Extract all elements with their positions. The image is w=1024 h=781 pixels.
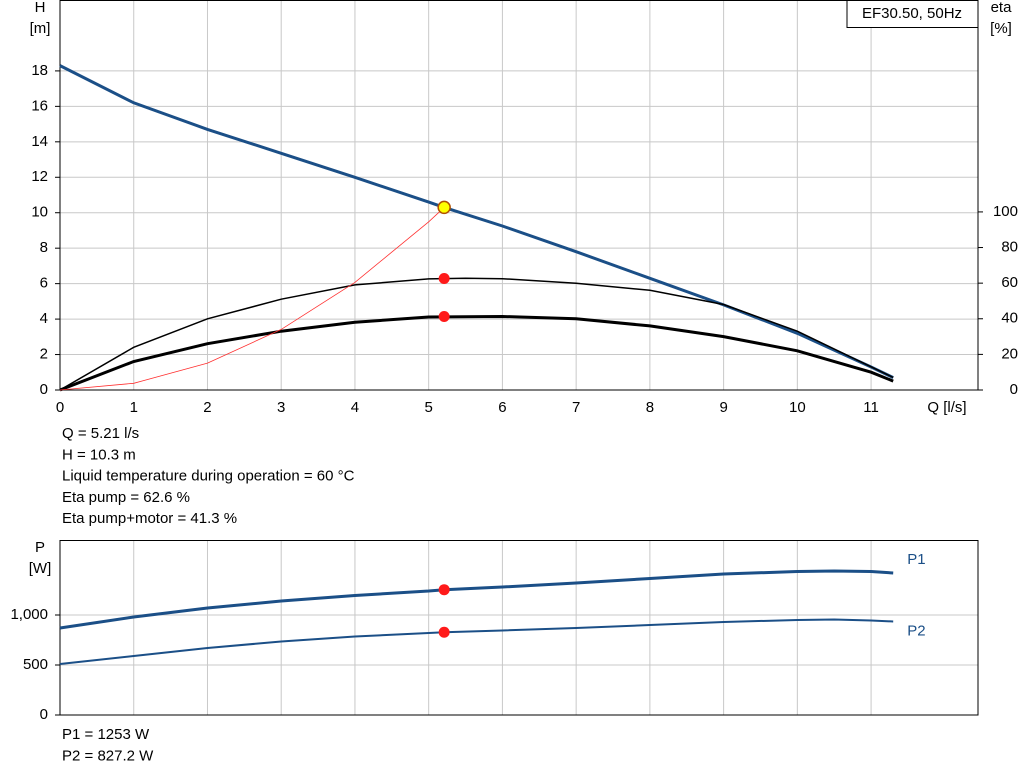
x-tick-label: 4 <box>351 399 359 416</box>
y-tick-label: 6 <box>40 275 48 292</box>
legend-box <box>846 0 979 28</box>
series-label: P1 <box>907 551 925 568</box>
y-axis-unit: [m] <box>30 20 51 37</box>
x-tick-label: 5 <box>425 399 433 416</box>
x-axis-label: Q [l/s] <box>927 399 966 416</box>
x-tick-label: 2 <box>203 399 211 416</box>
info-text: Eta pump+motor = 41.3 % <box>62 510 237 527</box>
info-text: Q = 5.21 l/s <box>62 425 139 442</box>
operating-point <box>438 310 450 322</box>
x-tick-label: 8 <box>646 399 654 416</box>
x-tick-label: 1 <box>130 399 138 416</box>
y2-tick-label: 80 <box>1001 239 1018 256</box>
info-text: P1 = 1253 W <box>62 726 150 743</box>
plot-frame <box>59 0 979 391</box>
y-axis-unit: [W] <box>29 560 52 577</box>
info-text: P2 = 827.2 W <box>62 747 154 764</box>
series-line <box>59 64 894 379</box>
y2-tick-label: 20 <box>1001 345 1018 362</box>
x-tick-label: 10 <box>789 399 806 416</box>
legend-title: EF30.50, 50Hz <box>862 5 962 22</box>
plot-frame <box>59 540 979 716</box>
y2-tick-label: 0 <box>1010 381 1018 398</box>
y-axis-label: P <box>35 539 45 556</box>
y-tick-label: 14 <box>31 133 48 150</box>
x-tick-label: 11 <box>863 399 879 416</box>
series-line <box>59 277 894 391</box>
y-tick-label: 18 <box>31 62 48 79</box>
x-tick-label: 3 <box>277 399 285 416</box>
series-label: P2 <box>907 622 925 639</box>
y2-axis-unit: [%] <box>990 20 1012 37</box>
x-label-bg <box>922 398 974 418</box>
operating-point <box>437 200 451 215</box>
y-tick-label: 0 <box>40 706 48 723</box>
x-tick-label: 7 <box>572 399 580 416</box>
y2-tick-label: 100 <box>993 203 1018 220</box>
x-tick-label: 9 <box>719 399 727 416</box>
series-line <box>59 207 445 391</box>
info-text: H = 10.3 m <box>62 446 136 463</box>
info-text: Eta pump = 62.6 % <box>62 489 190 506</box>
y-axis-label: H <box>35 0 46 16</box>
series-line <box>59 569 894 630</box>
operating-point <box>438 626 450 638</box>
y-tick-label: 500 <box>23 656 48 673</box>
y-tick-label: 4 <box>40 310 48 327</box>
y2-axis-label: eta <box>991 0 1013 16</box>
operating-point <box>438 273 450 285</box>
y-tick-label: 0 <box>40 381 48 398</box>
x-tick-label: 0 <box>56 399 64 416</box>
y-tick-label: 12 <box>31 168 48 185</box>
y-tick-label: 8 <box>40 239 48 256</box>
series-line <box>59 314 894 392</box>
y2-tick-label: 60 <box>1001 274 1018 291</box>
x-tick-label: 6 <box>498 399 506 416</box>
info-text: Liquid temperature during operation = 60… <box>62 468 355 485</box>
y-tick-label: 2 <box>40 346 48 363</box>
series-line <box>59 618 894 665</box>
y2-tick-label: 40 <box>1001 310 1018 327</box>
y-tick-label: 10 <box>31 204 48 221</box>
y-tick-label: 1,000 <box>10 606 48 623</box>
y-tick-label: 16 <box>31 97 48 114</box>
operating-point <box>438 584 450 596</box>
